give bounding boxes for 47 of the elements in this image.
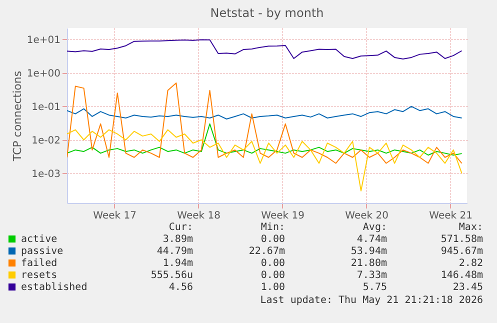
text: 1.00 [260,282,285,293]
y-tick-label: 1e+00 [26,68,60,80]
legend-label: failed [21,258,58,269]
legend-label: passive [21,246,64,257]
text: 4.74m [356,234,387,245]
text: Avg: [362,222,387,233]
text: 21.80m [350,258,387,269]
y-tick-label: 1e-02 [32,135,60,146]
text: 23.45 [452,282,483,293]
text: 44.79m [156,246,193,257]
x-tick-label: Week 20 [345,210,388,222]
y-tick-label: 1e+01 [26,34,60,46]
text: 22.67m [248,246,285,257]
text: 53.94m [350,246,387,257]
text: 3.89m [162,234,193,245]
text: Min: [260,222,285,233]
text: 0.00 [260,234,285,245]
y-axis-title: TCP connections [10,70,24,162]
y-tick-label: 1e-03 [32,168,60,180]
text: 146.48m [440,270,483,281]
x-tick-label: Week 17 [93,210,136,222]
y-tick-label: 1e-01 [32,102,60,113]
text: 5.75 [362,282,387,293]
line-series [67,39,462,60]
text: Last update: Thu May 21 21:21:18 2026 [260,295,483,306]
line-series [67,82,462,164]
text: 571.58m [440,234,483,245]
text: 555.56u [150,270,193,281]
line-series [67,129,462,192]
legend-label: resets [21,270,58,281]
text: 0.00 [260,258,285,269]
legend-label: active [21,234,58,245]
x-tick-label: Week 18 [177,210,220,222]
text: 7.33m [356,270,387,281]
legend-label: established [21,282,88,293]
text: 1.94m [162,258,193,269]
text: 945.67m [440,246,483,257]
line-series [67,123,462,156]
text: Cur: [168,222,193,233]
text: 4.56 [168,282,193,293]
x-tick-label: Week 21 [429,210,472,222]
x-tick-label: Week 19 [261,210,304,222]
chart-title: Netstat - by month [210,6,324,20]
text: Max: [458,222,483,233]
text: 0.00 [260,270,285,281]
text: 2.82 [458,258,483,269]
line-series [67,106,462,120]
